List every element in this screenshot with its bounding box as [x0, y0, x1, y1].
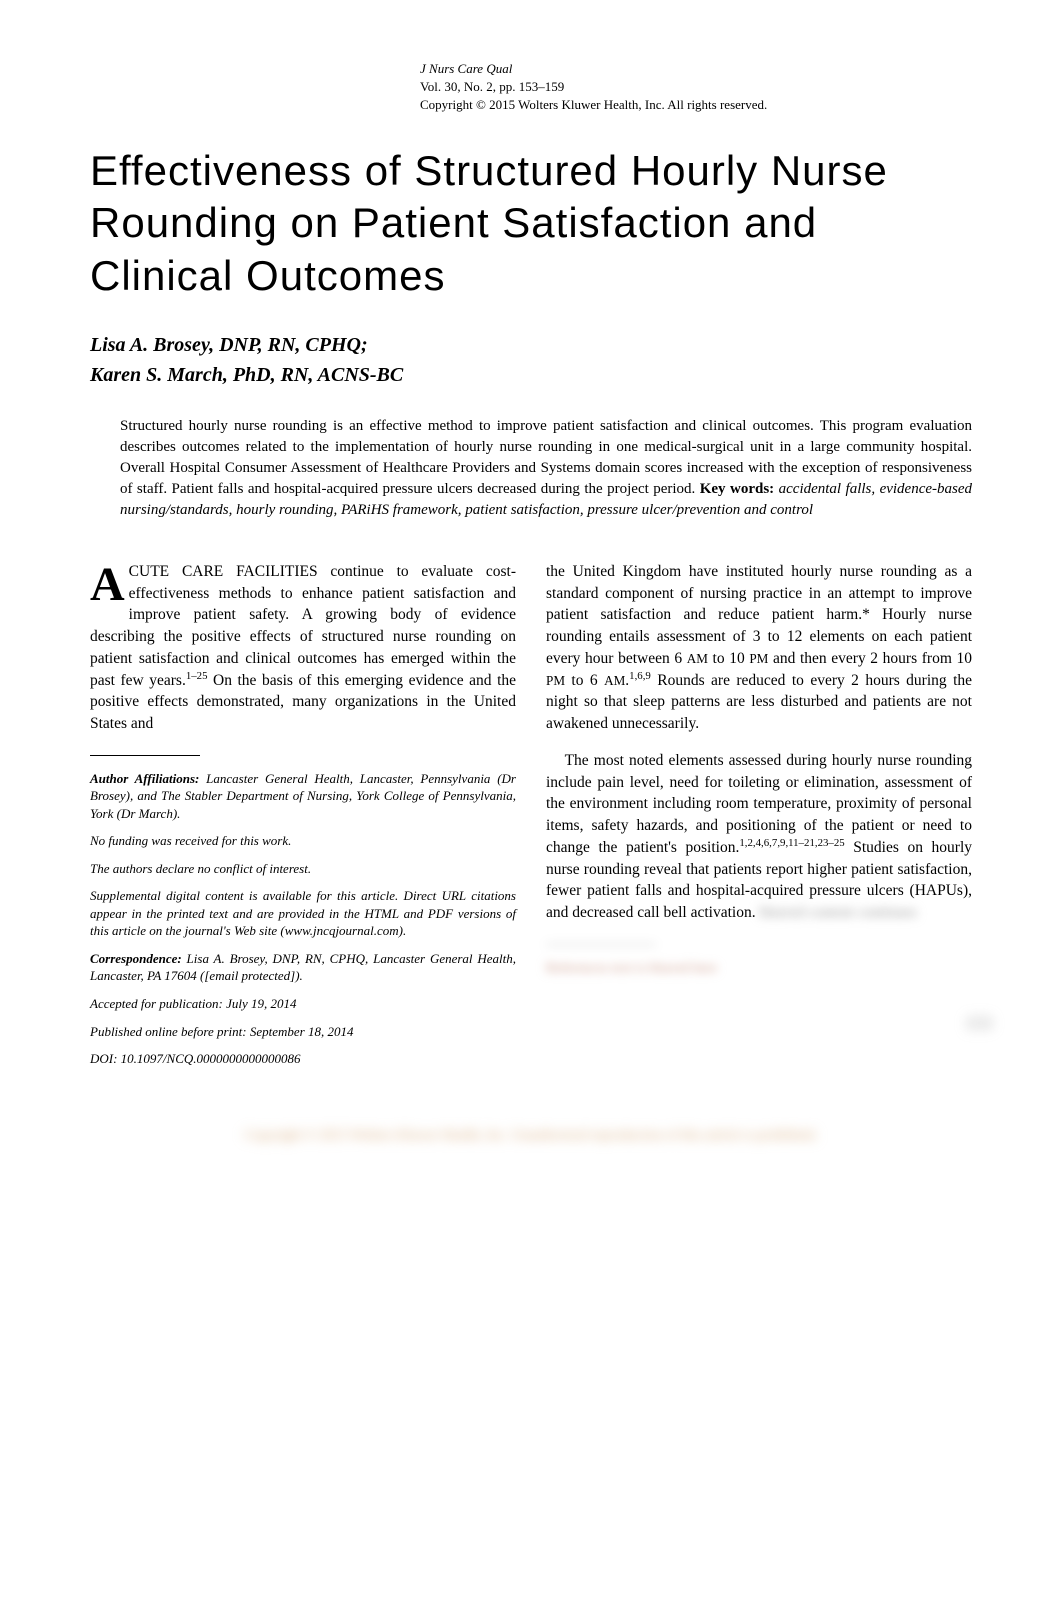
- journal-header: J Nurs Care Qual Vol. 30, No. 2, pp. 153…: [420, 60, 972, 115]
- p2-c: and then every 2 hours from 10: [768, 650, 972, 667]
- citation-sup-1: 1–25: [186, 669, 208, 681]
- corr-label: Correspondence:: [90, 951, 182, 966]
- doi-note: DOI: 10.1097/NCQ.0000000000000086: [90, 1050, 516, 1068]
- author-affiliations: Author Affiliations: Lancaster General H…: [90, 770, 516, 823]
- supplemental-note: Supplemental digital content is availabl…: [90, 887, 516, 940]
- author-2: Karen S. March, PhD, RN, ACNS-BC: [90, 360, 972, 390]
- journal-volume: Vol. 30, No. 2, pp. 153–159: [420, 78, 972, 96]
- abstract-block: Structured hourly nurse rounding is an e…: [120, 416, 972, 521]
- body-p1-text: CUTE CARE FACILITIES continue to evaluat…: [90, 563, 516, 688]
- body-para-3: The most noted elements assessed during …: [546, 750, 972, 924]
- pm-2: PM: [546, 673, 565, 688]
- affil-label: Author Affiliations:: [90, 771, 199, 786]
- conflict-note: The authors declare no conflict of inter…: [90, 860, 516, 878]
- dropcap: A: [90, 561, 129, 606]
- blurred-trail: blurred content continues: [759, 904, 917, 921]
- p2-d: to 6: [565, 672, 604, 689]
- blurred-ref-text: References text is blurred here: [546, 961, 717, 976]
- journal-name: J Nurs Care Qual: [420, 60, 972, 78]
- article-title: Effectiveness of Structured Hourly Nurse…: [90, 145, 972, 303]
- body-para-1: ACUTE CARE FACILITIES continue to evalua…: [90, 561, 516, 735]
- published-note: Published online before print: September…: [90, 1023, 516, 1041]
- citation-sup-3: 1,2,4,6,7,9,11–21,23–25: [739, 837, 844, 849]
- bottom-copyright-blurred: Copyright © 2015 Wolters Kluwer Health, …: [90, 1128, 972, 1144]
- journal-copyright: Copyright © 2015 Wolters Kluwer Health, …: [420, 96, 972, 114]
- p2-b: to 10: [708, 650, 749, 667]
- body-columns: ACUTE CARE FACILITIES continue to evalua…: [90, 561, 972, 1078]
- right-column: the United Kingdom have instituted hourl…: [546, 561, 972, 1078]
- am-2: AM: [604, 673, 625, 688]
- pm-1: PM: [749, 651, 768, 666]
- page-number-blurred: 153: [965, 1013, 992, 1034]
- accepted-note: Accepted for publication: July 19, 2014: [90, 995, 516, 1013]
- page-container: J Nurs Care Qual Vol. 30, No. 2, pp. 153…: [0, 0, 1062, 1184]
- body-para-2: the United Kingdom have instituted hourl…: [546, 561, 972, 735]
- blurred-lower-right: References text is blurred here: [546, 944, 972, 979]
- am-1: AM: [687, 651, 708, 666]
- keywords-label: Key words:: [700, 481, 774, 497]
- citation-sup-2: 1,6,9: [629, 669, 651, 681]
- author-1: Lisa A. Brosey, DNP, RN, CPHQ;: [90, 330, 972, 360]
- footnote-block: Author Affiliations: Lancaster General H…: [90, 770, 516, 1068]
- left-column: ACUTE CARE FACILITIES continue to evalua…: [90, 561, 516, 1078]
- authors-block: Lisa A. Brosey, DNP, RN, CPHQ; Karen S. …: [90, 330, 972, 390]
- footnote-divider: [90, 755, 200, 756]
- correspondence-note: Correspondence: Lisa A. Brosey, DNP, RN,…: [90, 950, 516, 985]
- funding-note: No funding was received for this work.: [90, 832, 516, 850]
